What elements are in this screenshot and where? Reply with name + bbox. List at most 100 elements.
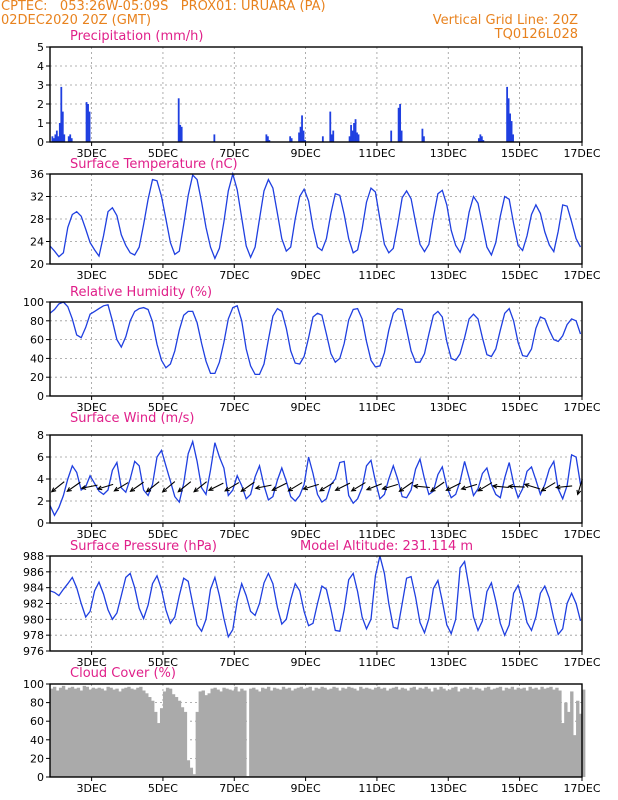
- cloud-bar: [317, 688, 321, 777]
- y-tick-label: 40: [30, 352, 44, 365]
- wind-arrow-head: [365, 485, 372, 491]
- cloud-bar: [296, 687, 301, 777]
- y-tick-label: 40: [30, 734, 44, 747]
- series-line-2: [49, 301, 582, 376]
- precip-bar: [70, 138, 73, 142]
- precip-bar: [268, 140, 271, 142]
- cloud-bar: [475, 687, 479, 777]
- precip-bar: [348, 136, 351, 142]
- x-tick-label: 17DEC: [563, 782, 600, 795]
- x-tick-label: 13DEC: [430, 782, 467, 795]
- precip-bar: [67, 136, 70, 142]
- y-tick-label: 978: [23, 629, 44, 642]
- precip-bar: [477, 138, 480, 142]
- panel-title: Surface Pressure (hPa): [70, 539, 217, 554]
- wind-arrow-head: [381, 485, 388, 491]
- wind-arrow-head: [193, 487, 199, 493]
- cloud-bar: [255, 689, 259, 777]
- x-tick-label: 3DEC: [77, 401, 107, 414]
- cloud-bar: [103, 690, 107, 777]
- y-tick-label: 20: [30, 752, 44, 765]
- cloud-bar: [365, 687, 369, 777]
- panel-frame: [49, 173, 583, 265]
- cloud-bar: [79, 690, 84, 777]
- cloud-bar: [332, 686, 336, 777]
- x-tick-label: 5DEC: [148, 528, 178, 541]
- wind-arrow-head: [50, 487, 57, 493]
- cloud-bar: [379, 688, 384, 777]
- cloud-bar: [58, 687, 63, 777]
- cloud-bar: [555, 687, 559, 777]
- header-line1: CPTEC: 053:26W-05:09S PROX01: URUARA (PA…: [1, 0, 326, 14]
- panel-0: [46, 46, 583, 146]
- cloud-bar: [525, 690, 529, 777]
- panel-frame: [49, 434, 583, 524]
- cloud-bar: [258, 691, 262, 777]
- precip-bar: [85, 102, 88, 142]
- cloud-bar: [225, 688, 229, 777]
- wind-arrow: [114, 482, 129, 492]
- cloud-bar: [151, 700, 155, 777]
- y-tick-label: 0: [37, 390, 44, 403]
- cloud-bar: [516, 687, 520, 777]
- precip-bar: [400, 130, 403, 142]
- cloud-bar: [543, 688, 547, 777]
- cloud-bar: [406, 690, 411, 777]
- y-tick-label: 32: [30, 191, 44, 204]
- precip-bar: [290, 138, 293, 142]
- cloud-bar: [293, 688, 298, 777]
- cloud-bar: [442, 688, 446, 777]
- x-tick-label: 9DEC: [291, 147, 321, 160]
- cloud-bar: [495, 687, 500, 777]
- precip-bar: [479, 134, 482, 142]
- cloud-bar: [112, 689, 116, 777]
- precip-bar: [351, 130, 354, 142]
- run-code: TQ0126L028: [494, 27, 578, 42]
- wind-arrow: [556, 485, 573, 489]
- precip-bar: [299, 126, 302, 142]
- cloud-bar: [356, 690, 360, 777]
- cloud-bar: [287, 687, 292, 777]
- wind-arrow-head: [477, 486, 483, 492]
- precip-bar: [332, 130, 335, 142]
- panel-title: Surface Wind (m/s): [70, 411, 194, 426]
- y-tick-label: 6: [37, 451, 44, 464]
- x-tick-label: 15DEC: [501, 147, 538, 160]
- wind-arrow: [208, 482, 224, 491]
- precip-bar: [54, 134, 57, 142]
- cloud-bar: [323, 687, 327, 777]
- x-tick-label: 7DEC: [219, 782, 249, 795]
- x-tick-label: 9DEC: [291, 528, 321, 541]
- wind-arrow: [430, 481, 445, 492]
- cloud-bar: [338, 690, 342, 777]
- precip-bar: [329, 111, 332, 142]
- cloud-bar: [222, 687, 226, 777]
- cloud-bar: [335, 687, 339, 777]
- cloud-bar: [460, 688, 464, 777]
- cloud-bar: [344, 688, 348, 777]
- precip-bar: [512, 134, 514, 142]
- cloud-bar: [480, 690, 485, 777]
- x-tick-label: 3DEC: [77, 656, 107, 669]
- x-tick-label: 3DEC: [77, 782, 107, 795]
- cloud-bar: [519, 688, 523, 777]
- cloud-bar: [368, 688, 372, 777]
- wind-arrow: [366, 483, 382, 491]
- cloud-bar: [489, 689, 494, 777]
- x-tick-label: 15DEC: [501, 401, 538, 414]
- y-tick-label: 0: [37, 517, 44, 530]
- x-tick-label: 17DEC: [563, 528, 600, 541]
- cloud-bar: [281, 686, 286, 777]
- cloud-bar: [540, 686, 544, 777]
- wind-arrow-head: [430, 487, 436, 493]
- cloud-bar: [216, 689, 220, 777]
- panel-title: Precipitation (mm/h): [70, 29, 203, 44]
- wind-arrow: [541, 482, 556, 492]
- y-tick-label: 1: [37, 117, 44, 130]
- cloud-bar: [136, 687, 140, 777]
- cloud-bar: [76, 687, 81, 777]
- wind-arrow-head: [224, 486, 230, 492]
- precip-bar: [88, 111, 91, 142]
- cloud-bar: [88, 689, 93, 777]
- cloud-bar: [82, 685, 87, 777]
